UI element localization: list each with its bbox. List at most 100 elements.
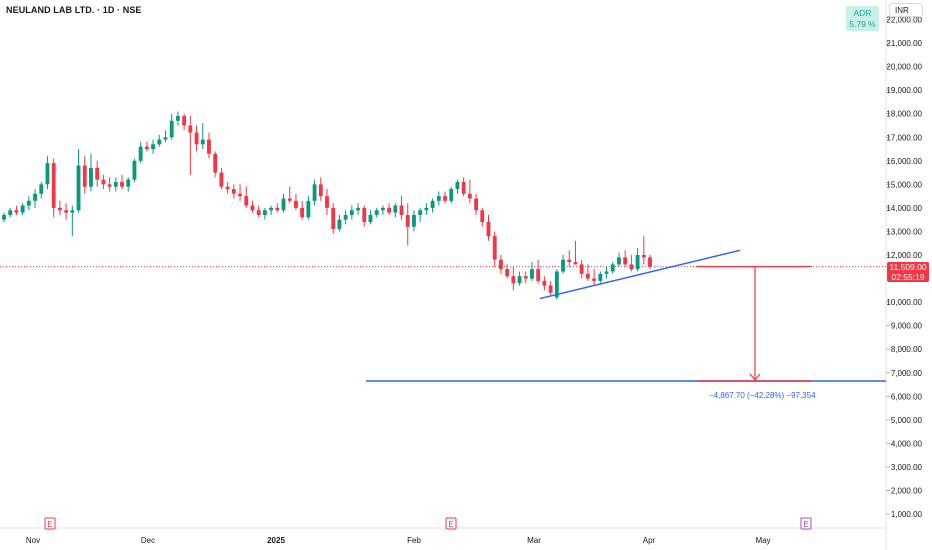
y-tick-label: 2,000.00 xyxy=(891,487,923,496)
candle-body xyxy=(542,280,547,286)
candle xyxy=(70,205,75,237)
price-axis[interactable]: 22,000.00 21,000.00 20,000.00 19,000.00 18,0… xyxy=(886,16,923,520)
candle xyxy=(287,186,292,204)
candle xyxy=(51,158,56,218)
candle-body xyxy=(45,163,50,185)
candle-body xyxy=(294,200,298,208)
y-tick-label: 1,000.00 xyxy=(891,510,923,519)
candle-body xyxy=(567,259,572,263)
candle-body xyxy=(287,198,292,201)
candle xyxy=(250,200,255,213)
candle xyxy=(175,111,180,126)
candle xyxy=(424,203,429,215)
candle xyxy=(2,212,6,223)
candle xyxy=(151,139,156,154)
candle xyxy=(387,203,392,215)
candle-body xyxy=(449,189,454,201)
candle xyxy=(157,134,162,147)
candle-body xyxy=(113,181,118,187)
candle-body xyxy=(430,200,435,208)
candle xyxy=(163,130,168,142)
currency-selector[interactable]: INR xyxy=(889,3,923,17)
candle-body xyxy=(592,278,597,281)
candle xyxy=(374,207,379,218)
candle xyxy=(648,255,652,270)
candle-body xyxy=(219,172,224,187)
candle-body xyxy=(70,210,75,213)
candle xyxy=(82,156,87,194)
candle-body xyxy=(598,273,603,281)
candle-body xyxy=(530,269,534,279)
candle xyxy=(231,184,236,199)
symbol-title[interactable]: NEULAND LAB LTD. · 1D · NSE xyxy=(6,5,142,15)
candle-body xyxy=(325,196,329,208)
last-price-value: 11,509.00 xyxy=(889,262,927,272)
candle xyxy=(14,205,19,215)
candle xyxy=(585,264,590,281)
candle xyxy=(107,177,112,192)
candle xyxy=(194,125,199,152)
candle xyxy=(598,271,603,284)
candle xyxy=(312,179,317,206)
y-tick-label: 18,000.00 xyxy=(886,110,922,119)
candle xyxy=(262,207,267,220)
y-tick-label: 8,000.00 xyxy=(891,345,923,354)
earnings-event-label: E xyxy=(47,520,52,529)
candle-body xyxy=(498,259,503,270)
candle-body xyxy=(623,257,628,265)
candle-body xyxy=(536,269,541,281)
candle-body xyxy=(132,160,137,180)
candle xyxy=(610,262,615,274)
candle-body xyxy=(89,167,93,187)
candle xyxy=(300,200,305,220)
candle xyxy=(567,250,572,267)
candle-body xyxy=(157,139,162,145)
y-tick-label: 3,000.00 xyxy=(891,463,923,472)
candle xyxy=(138,141,143,164)
candle-body xyxy=(200,139,205,145)
candle xyxy=(592,269,597,286)
candle xyxy=(39,181,44,199)
candle-body xyxy=(579,264,584,274)
candle-body xyxy=(213,153,218,173)
candle-body xyxy=(76,165,81,211)
candle-body xyxy=(380,207,385,211)
candle xyxy=(337,214,342,232)
candle-body xyxy=(405,214,410,227)
candle-body xyxy=(2,214,6,220)
candles xyxy=(2,111,652,300)
candle xyxy=(418,207,423,223)
candle xyxy=(281,193,286,213)
candle-body xyxy=(480,210,485,223)
candle xyxy=(554,269,559,300)
earnings-event-box xyxy=(800,517,812,530)
candle-body xyxy=(238,193,242,197)
candle xyxy=(530,262,534,281)
candle xyxy=(412,210,416,232)
candle-body xyxy=(349,210,354,215)
candle xyxy=(380,205,385,215)
adr-value: 5.79 % xyxy=(849,19,876,29)
candle-body xyxy=(300,207,305,218)
y-tick-label: 4,000.00 xyxy=(891,439,923,448)
y-tick-label: 5,000.00 xyxy=(891,416,923,425)
candle xyxy=(399,196,404,220)
candle-body xyxy=(548,285,553,293)
candle-body xyxy=(399,205,404,215)
earnings-event-marker: E xyxy=(44,517,56,530)
candle xyxy=(95,160,100,187)
time-axis[interactable]: Nov Dec 2025 Feb Mar Apr May xyxy=(26,536,771,545)
candle xyxy=(20,203,25,215)
candle xyxy=(474,193,479,215)
y-tick-label: 20,000.00 xyxy=(886,63,922,72)
adr-indicator[interactable]: ADR 5.79 % xyxy=(846,6,879,31)
candle-body xyxy=(331,207,336,230)
candle-body xyxy=(610,264,615,272)
candle xyxy=(505,264,510,279)
candle-body xyxy=(194,132,199,145)
candle xyxy=(548,280,553,296)
candle xyxy=(331,203,336,234)
y-tick-label: 10,000.00 xyxy=(886,298,922,307)
